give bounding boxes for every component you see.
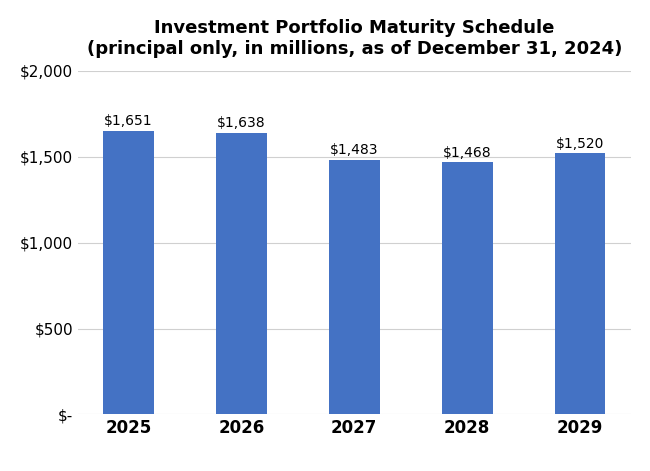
Text: $1,520: $1,520 (556, 137, 604, 151)
Bar (103, 130, 154, 414)
Bar (554, 153, 605, 414)
Text: $1,468: $1,468 (443, 146, 491, 160)
Text: $1,651: $1,651 (104, 114, 153, 128)
Bar (329, 160, 380, 414)
Bar (216, 133, 266, 414)
Bar (442, 162, 493, 414)
Text: $1,638: $1,638 (217, 116, 266, 130)
Title: Investment Portfolio Maturity Schedule
(principal only, in millions, as of Decem: Investment Portfolio Maturity Schedule (… (86, 19, 622, 58)
Text: $1,483: $1,483 (330, 143, 378, 157)
